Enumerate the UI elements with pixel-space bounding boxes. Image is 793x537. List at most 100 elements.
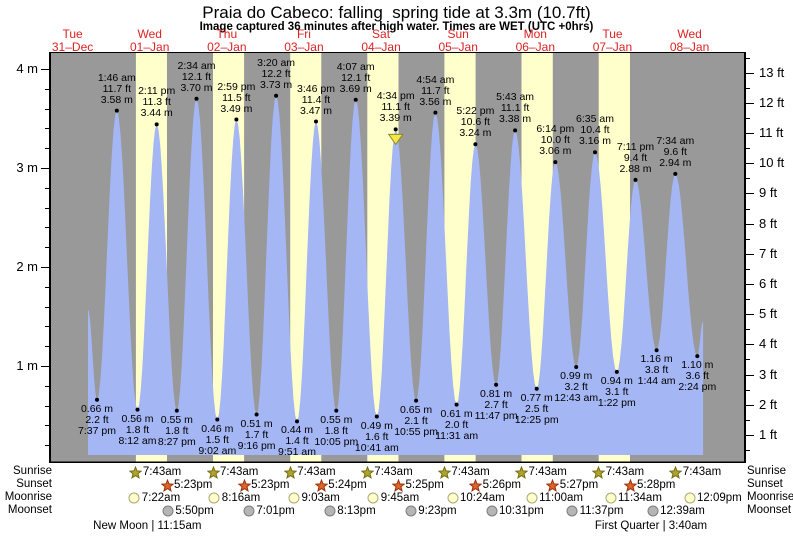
sunrise-star-wrap	[437, 465, 451, 479]
moonrise-time: 11:34am	[618, 491, 662, 504]
sunset-star-icon	[623, 478, 637, 492]
sunrise-time: 7:43am	[605, 465, 645, 478]
right-axis-minor-tick	[745, 208, 750, 210]
sunset-time: 5:23pm	[251, 478, 290, 491]
left-axis-major-tick	[41, 69, 50, 70]
row-label-right-sunset: Sunset	[747, 478, 783, 490]
tide-extreme-dot	[633, 177, 638, 182]
moonset-time: 11:37pm	[579, 504, 624, 517]
moonrise-circle-icon	[684, 492, 695, 503]
right-axis-minor-tick	[745, 419, 750, 421]
moonset-circle-icon	[324, 505, 336, 516]
day-header: Wed 08–Jan	[669, 27, 710, 54]
moonset-circle-wrap	[405, 505, 418, 518]
sunset-star-wrap	[392, 478, 405, 492]
current-time-marker-icon	[387, 133, 404, 146]
tide-plot-area	[50, 52, 744, 463]
right-axis-tick-label: 1 ft	[759, 426, 778, 442]
right-axis-major-tick	[745, 193, 754, 195]
row-label-left-sunset: Sunset	[16, 478, 52, 490]
moonrise-circle-icon	[208, 492, 220, 503]
sunset-star-wrap	[469, 478, 483, 492]
tide-extreme-dot	[654, 348, 659, 353]
low-tide-label: 1.16 m 3.8 ft 1:44 am	[637, 353, 676, 388]
right-axis-minor-tick	[745, 178, 750, 180]
tide-extreme-dot	[353, 97, 358, 102]
sunset-time: 5:27pm	[559, 478, 599, 491]
chart-title: Praia do Cabeco: falling spring tide at …	[202, 3, 591, 22]
moonset-time: 5:50pm	[175, 504, 214, 517]
sunrise-star-icon	[592, 465, 606, 479]
sunset-time: 5:28pm	[637, 478, 676, 491]
moonrise-circle-wrap	[128, 492, 141, 505]
low-tide-label: 0.61 m 2.0 ft 11:31 am	[435, 407, 479, 442]
moonrise-circle-icon	[367, 492, 379, 503]
left-axis-major-tick	[41, 366, 50, 367]
low-tide-label: 0.44 m 1.4 ft 9:51 am	[278, 424, 316, 459]
left-axis-minor-tick	[45, 286, 50, 288]
tide-extreme-dot	[194, 96, 199, 101]
sunrise-time: 7:43am	[297, 465, 336, 478]
moonrise-time: 11:00am	[539, 491, 583, 504]
sunset-star-wrap	[314, 478, 328, 492]
high-tide-label: 2:59 pm 11.5 ft 3.49 m	[217, 80, 256, 115]
tide-extreme-dot	[215, 417, 220, 422]
left-axis-major-tick	[41, 267, 50, 268]
low-tide-label: 0.49 m 1.6 ft 10:41 am	[354, 419, 399, 454]
right-axis-tick-label: 7 ft	[759, 245, 778, 261]
left-axis-minor-tick	[45, 445, 50, 447]
moonrise-circle-icon	[288, 492, 300, 503]
left-axis-line	[49, 52, 51, 463]
moonrise-time: 9:45am	[380, 491, 420, 504]
moonrise-circle-wrap	[447, 492, 460, 505]
low-tide-label: 1.10 m 3.6 ft 2:24 pm	[678, 359, 717, 394]
tide-extreme-dot	[414, 398, 419, 403]
sunrise-star-icon	[360, 465, 374, 479]
tide-area-curve	[88, 95, 704, 455]
right-axis-minor-tick	[745, 118, 750, 119]
low-tide-label: 0.99 m 3.2 ft 12:43 am	[554, 370, 599, 404]
moonrise-time: 8:16am	[221, 491, 261, 504]
row-label-right-sunrise: Sunrise	[747, 465, 786, 477]
day-header: Wed 01–Jan	[130, 27, 170, 54]
right-axis-minor-tick	[745, 268, 750, 270]
left-axis-minor-tick	[45, 405, 50, 407]
row-label-right-moonrise: Moonrise	[747, 491, 793, 503]
day-header: Thu 02–Jan	[207, 27, 247, 54]
high-tide-label: 6:35 am 10.4 ft 3.16 m	[576, 113, 614, 148]
moonrise-circle-wrap	[605, 492, 618, 505]
high-tide-label: 6:14 pm 10.0 ft 3.06 m	[536, 123, 575, 158]
moonrise-circle-wrap	[288, 492, 301, 505]
tide-extreme-dot	[254, 412, 259, 417]
tide-extreme-dot	[553, 160, 558, 165]
day-header: Sat 04–Jan	[361, 27, 401, 54]
sunset-star-wrap	[237, 478, 251, 492]
left-axis-minor-tick	[45, 326, 50, 328]
right-axis-tick-label: 2 ft	[759, 396, 778, 412]
left-axis-tick-label: 2 m	[16, 259, 38, 274]
right-axis-major-tick	[745, 72, 754, 74]
moon-phase-label: First Quarter | 3:40am	[594, 520, 708, 532]
moonrise-circle-wrap	[367, 492, 380, 505]
right-axis-line	[744, 52, 746, 463]
chart-subtitle: Image captured 36 minutes after high wat…	[199, 21, 594, 33]
left-axis-minor-tick	[45, 128, 50, 130]
moonset-circle-wrap	[647, 505, 660, 518]
tide-extreme-dot	[374, 414, 379, 419]
plot-top-border	[50, 52, 744, 53]
tide-extreme-dot	[174, 408, 179, 413]
tide-extreme-dot	[154, 122, 159, 127]
right-axis-tick-label: 9 ft	[759, 185, 778, 201]
right-axis-major-tick	[745, 314, 754, 316]
left-axis-tick-label: 1 m	[16, 358, 38, 373]
sunset-time: 5:24pm	[328, 478, 367, 491]
left-axis-minor-tick	[45, 207, 50, 209]
moonset-circle-wrap	[162, 505, 175, 518]
high-tide-label: 2:11 pm 11.3 ft 3.44 m	[138, 85, 176, 120]
tide-extreme-dot	[574, 365, 579, 369]
moonset-circle-wrap	[486, 505, 499, 518]
day-header: Fri 03–Jan	[284, 27, 324, 54]
sunrise-time: 7:43am	[142, 465, 182, 478]
tide-extreme-dot	[314, 119, 318, 124]
moonset-circle-icon	[405, 505, 417, 516]
